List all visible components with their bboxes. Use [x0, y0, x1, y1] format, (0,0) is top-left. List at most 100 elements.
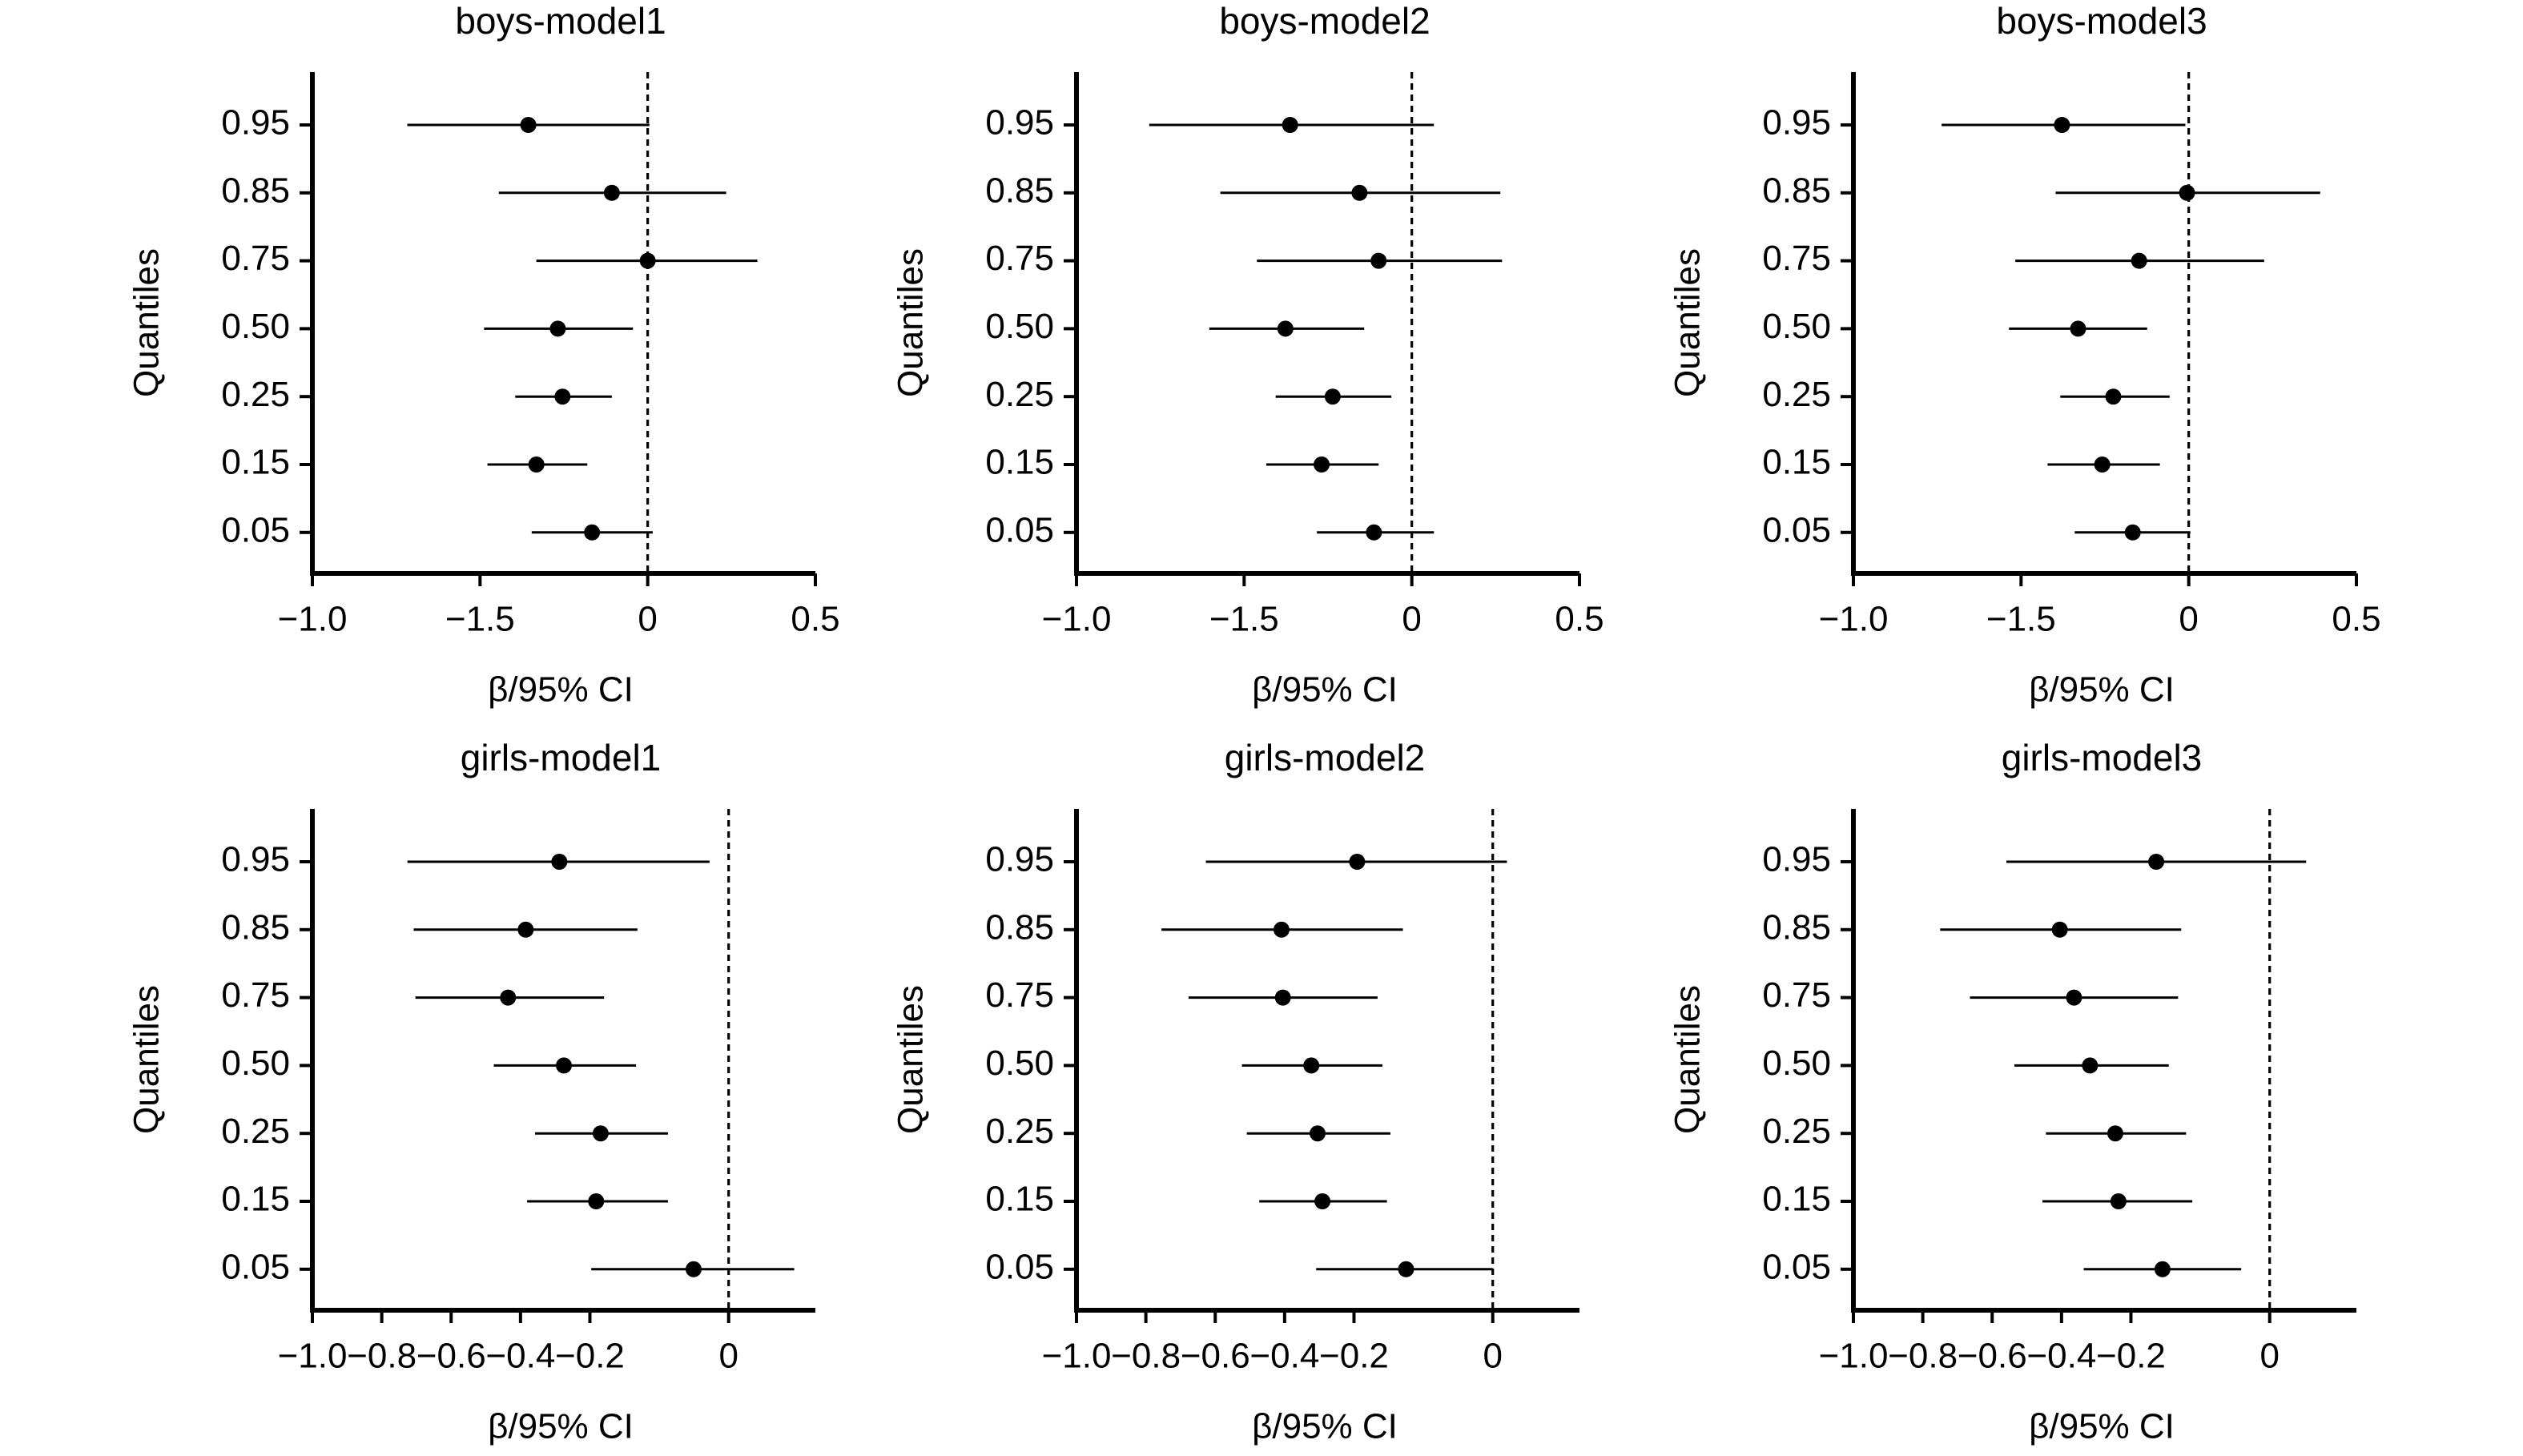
x-tick-label: 0.5: [1555, 600, 1604, 639]
y-tick-label: 0.15: [221, 1180, 290, 1219]
point-estimate: [528, 457, 545, 473]
x-tick-label: −0.6: [416, 1337, 486, 1376]
x-axis-label: β/95% CI: [2029, 1407, 2175, 1446]
panel-title: girls-model1: [461, 737, 662, 778]
x-tick-label: −1.0: [1042, 1337, 1112, 1376]
point-estimate: [2105, 388, 2122, 405]
point-estimate: [1351, 184, 1368, 201]
panel-title: girls-model2: [1225, 737, 1426, 778]
x-tick-label: −1.0: [278, 600, 348, 639]
y-tick-label: 0.15: [221, 443, 290, 482]
y-axis-label: Quantiles: [891, 248, 931, 397]
y-tick-label: 0.85: [985, 171, 1054, 210]
point-estimate: [1310, 1125, 1326, 1142]
panel-title: girls-model3: [2002, 737, 2203, 778]
y-axis-label: Quantiles: [891, 985, 931, 1134]
y-tick-label: 0.95: [985, 840, 1054, 879]
point-estimate: [551, 854, 568, 870]
y-tick-label: 0.95: [221, 840, 290, 879]
point-estimate: [1366, 524, 1382, 541]
point-estimate: [1398, 1261, 1414, 1277]
point-estimate: [2051, 921, 2068, 938]
y-axis-label: Quantiles: [127, 248, 167, 397]
y-tick-label: 0.50: [1762, 1044, 1831, 1083]
y-tick-label: 0.75: [985, 239, 1054, 278]
point-estimate: [2107, 1125, 2123, 1142]
x-tick-label: 0: [2179, 600, 2198, 639]
x-axis-label: β/95% CI: [2029, 670, 2175, 710]
x-tick-label: −0.8: [1111, 1337, 1181, 1376]
y-tick-label: 0.15: [1762, 443, 1831, 482]
y-tick-label: 0.15: [985, 1180, 1054, 1219]
y-tick-label: 0.50: [985, 307, 1054, 346]
y-tick-label: 0.75: [1762, 975, 1831, 1015]
y-tick-label: 0.25: [1762, 375, 1831, 414]
y-tick-label: 0.05: [221, 1247, 290, 1286]
x-tick-label: 0: [638, 600, 657, 639]
y-tick-label: 0.05: [1762, 510, 1831, 549]
y-tick-label: 0.50: [221, 1044, 290, 1083]
y-tick-label: 0.50: [221, 307, 290, 346]
x-tick-label: −0.2: [555, 1337, 625, 1376]
y-tick-label: 0.95: [985, 103, 1054, 143]
point-estimate: [1324, 388, 1341, 405]
panel-title: boys-model3: [1996, 0, 2207, 42]
point-estimate: [584, 524, 601, 541]
y-tick-label: 0.85: [985, 907, 1054, 947]
y-tick-label: 0.95: [1762, 103, 1831, 143]
point-estimate: [603, 184, 620, 201]
panel-title: boys-model1: [455, 0, 666, 42]
point-estimate: [1314, 1193, 1331, 1209]
y-tick-label: 0.25: [985, 375, 1054, 414]
y-tick-label: 0.75: [1762, 239, 1831, 278]
x-tick-label: −0.4: [2026, 1337, 2096, 1376]
y-tick-label: 0.05: [985, 1247, 1054, 1286]
x-tick-label: −1.5: [1986, 600, 2056, 639]
x-axis-label: β/95% CI: [1252, 1407, 1398, 1446]
point-estimate: [588, 1193, 605, 1209]
point-estimate: [1277, 320, 1294, 337]
point-estimate: [1274, 989, 1291, 1006]
x-axis-label: β/95% CI: [1252, 670, 1398, 710]
x-axis-label: β/95% CI: [488, 1407, 634, 1446]
point-estimate: [520, 117, 537, 133]
y-tick-label: 0.25: [221, 375, 290, 414]
point-estimate: [2054, 117, 2070, 133]
y-tick-label: 0.05: [985, 510, 1054, 549]
x-tick-label: −1.5: [445, 600, 515, 639]
x-tick-label: −0.2: [2096, 1337, 2166, 1376]
point-estimate: [2094, 457, 2111, 473]
y-tick-label: 0.25: [985, 1112, 1054, 1151]
point-estimate: [1370, 252, 1387, 269]
point-estimate: [2131, 252, 2147, 269]
y-tick-label: 0.25: [1762, 1112, 1831, 1151]
point-estimate: [2179, 184, 2195, 201]
x-tick-label: 0.5: [2332, 600, 2380, 639]
x-tick-label: −0.6: [1958, 1337, 2027, 1376]
y-axis-label: Quantiles: [1668, 248, 1708, 397]
x-tick-label: −1.5: [1209, 600, 1279, 639]
y-axis-label: Quantiles: [127, 985, 167, 1134]
point-estimate: [1282, 117, 1298, 133]
y-tick-label: 0.50: [1762, 307, 1831, 346]
y-tick-label: 0.15: [985, 443, 1054, 482]
x-tick-label: −0.6: [1181, 1337, 1250, 1376]
y-tick-label: 0.85: [221, 171, 290, 210]
x-tick-label: −0.8: [1888, 1337, 1958, 1376]
point-estimate: [2070, 320, 2086, 337]
y-tick-label: 0.75: [221, 975, 290, 1015]
y-tick-label: 0.05: [221, 510, 290, 549]
x-tick-label: 0.5: [791, 600, 839, 639]
y-tick-label: 0.75: [221, 239, 290, 278]
x-tick-label: −0.4: [485, 1337, 555, 1376]
point-estimate: [1303, 1057, 1320, 1074]
x-tick-label: 0: [1402, 600, 1421, 639]
panel-title: boys-model2: [1219, 0, 1430, 42]
point-estimate: [2154, 1261, 2171, 1277]
x-tick-label: −1.0: [1819, 600, 1889, 639]
point-estimate: [500, 989, 517, 1006]
y-tick-label: 0.95: [1762, 840, 1831, 879]
y-tick-label: 0.85: [1762, 171, 1831, 210]
point-estimate: [685, 1261, 702, 1277]
x-axis-label: β/95% CI: [488, 670, 634, 710]
